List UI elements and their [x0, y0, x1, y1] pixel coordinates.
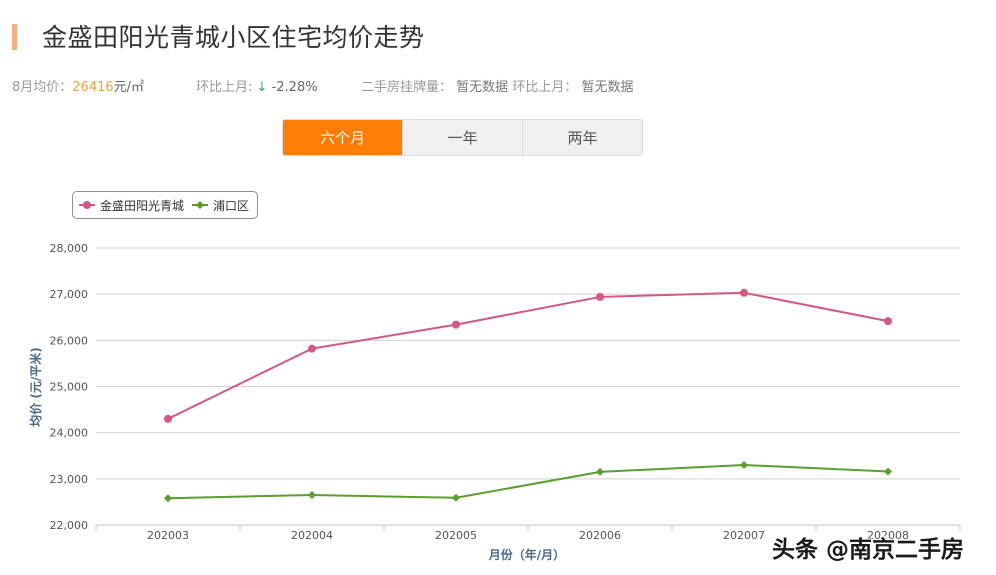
listing-label: 二手房挂牌量：: [361, 80, 453, 95]
series-line-0: [167, 291, 889, 420]
legend-item-community[interactable]: 金盛田阳光青城: [79, 197, 184, 214]
avg-price-label: 8月均价：: [12, 80, 73, 95]
tab-two-years[interactable]: 两年: [567, 129, 598, 147]
x-tick-label: 202004: [291, 529, 333, 542]
listing-stat: 二手房挂牌量： 暂无数据 环比上月： 暂无数据: [361, 76, 633, 95]
y-tick-label: 27,000: [50, 288, 89, 301]
data-point[interactable]: [452, 493, 460, 502]
data-point[interactable]: [596, 467, 604, 476]
x-tick-label: 202005: [435, 529, 477, 542]
y-tick-label: 22,000: [50, 519, 89, 532]
tab-one-year[interactable]: 一年: [403, 120, 523, 155]
diamond-marker-icon: [192, 201, 209, 209]
data-point[interactable]: [308, 344, 316, 353]
data-point[interactable]: [452, 320, 460, 329]
y-tick-label: 25,000: [50, 381, 89, 394]
circle-marker-icon: [79, 201, 95, 209]
avg-price-value: 26416: [72, 80, 114, 95]
listing-mom-value: 暂无数据: [581, 80, 634, 95]
mom-stat: 环比上月: ↓ -2.28%: [196, 76, 318, 95]
avg-price-stat: 8月均价：26416元/㎡: [12, 76, 144, 95]
data-point[interactable]: [596, 292, 604, 301]
data-point[interactable]: [740, 460, 748, 469]
avg-price-unit: 元/㎡: [113, 80, 145, 95]
series-line-1: [167, 463, 889, 500]
y-tick-label: 26,000: [50, 334, 89, 347]
x-tick-label: 202006: [579, 529, 621, 542]
legend-item-district[interactable]: 浦口区: [192, 197, 249, 214]
y-axis-ticks: 22,000 23,000 24,000 25,000 26,000 27,000 28,0…: [50, 242, 89, 532]
title-accent-bar: [12, 24, 17, 50]
down-arrow-icon: ↓: [256, 80, 268, 95]
tab-six-months[interactable]: 六个月: [283, 120, 403, 155]
x-tick-label: 202007: [723, 529, 765, 542]
chart-legend: 金盛田阳光青城 浦口区: [72, 191, 259, 219]
listing-mom-label: 环比上月：: [512, 80, 578, 95]
series-lines: [164, 288, 892, 503]
x-axis: 202003 202004 202005 202006 202007 202008: [95, 524, 961, 542]
mom-label: 环比上月:: [196, 80, 253, 95]
legend-label-district: 浦口区: [213, 198, 250, 213]
data-point[interactable]: [164, 414, 172, 423]
x-tick-label: 202008: [867, 529, 909, 542]
y-tick-label: 24,000: [50, 427, 89, 440]
x-axis-title: 月份（年/月）: [488, 547, 565, 562]
data-point[interactable]: [164, 494, 172, 503]
legend-label-community: 金盛田阳光青城: [100, 198, 185, 213]
y-axis-title: 均价 (元/平米): [28, 347, 43, 427]
mom-value: -2.28%: [271, 80, 318, 95]
data-point[interactable]: [308, 490, 316, 499]
watermark: 头条 @南京二手房: [772, 537, 965, 563]
y-tick-label: 23,000: [50, 473, 89, 486]
page-title: 金盛田阳光青城小区住宅均价走势: [42, 23, 425, 52]
gridlines: [96, 247, 960, 526]
data-point[interactable]: [884, 317, 892, 326]
period-tabs: 六个月 一年 两年: [282, 119, 643, 156]
y-tick-label: 28,000: [50, 242, 89, 255]
x-tick-label: 202003: [147, 529, 189, 542]
data-point[interactable]: [884, 467, 892, 476]
data-point[interactable]: [740, 288, 748, 297]
listing-value: 暂无数据: [456, 80, 509, 95]
